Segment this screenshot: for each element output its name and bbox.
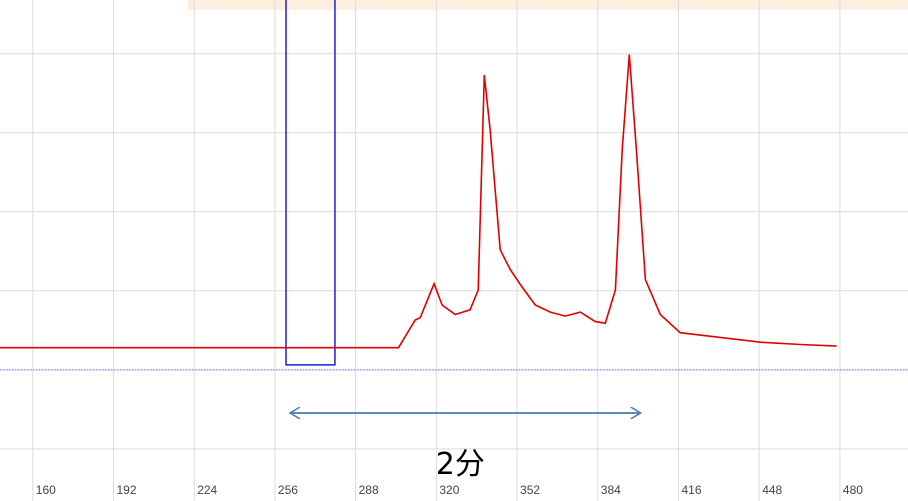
x-tick-label: 384 xyxy=(601,483,621,497)
x-tick-label: 416 xyxy=(681,483,701,497)
x-tick-label: 192 xyxy=(117,483,137,497)
x-tick-label: 224 xyxy=(197,483,217,497)
x-tick-label: 160 xyxy=(36,483,56,497)
x-tick-label: 288 xyxy=(359,483,379,497)
data-line xyxy=(0,54,837,349)
annotation-text: 2分 xyxy=(436,447,485,482)
x-tick-label: 352 xyxy=(520,483,540,497)
selection-box xyxy=(285,0,336,366)
x-tick-label: 448 xyxy=(762,483,782,497)
x-tick-label: 256 xyxy=(278,483,298,497)
top-bar xyxy=(188,0,908,10)
marks: 2分 xyxy=(0,0,908,482)
x-tick-label: 480 xyxy=(843,483,863,497)
x-tick-label: 320 xyxy=(439,483,459,497)
